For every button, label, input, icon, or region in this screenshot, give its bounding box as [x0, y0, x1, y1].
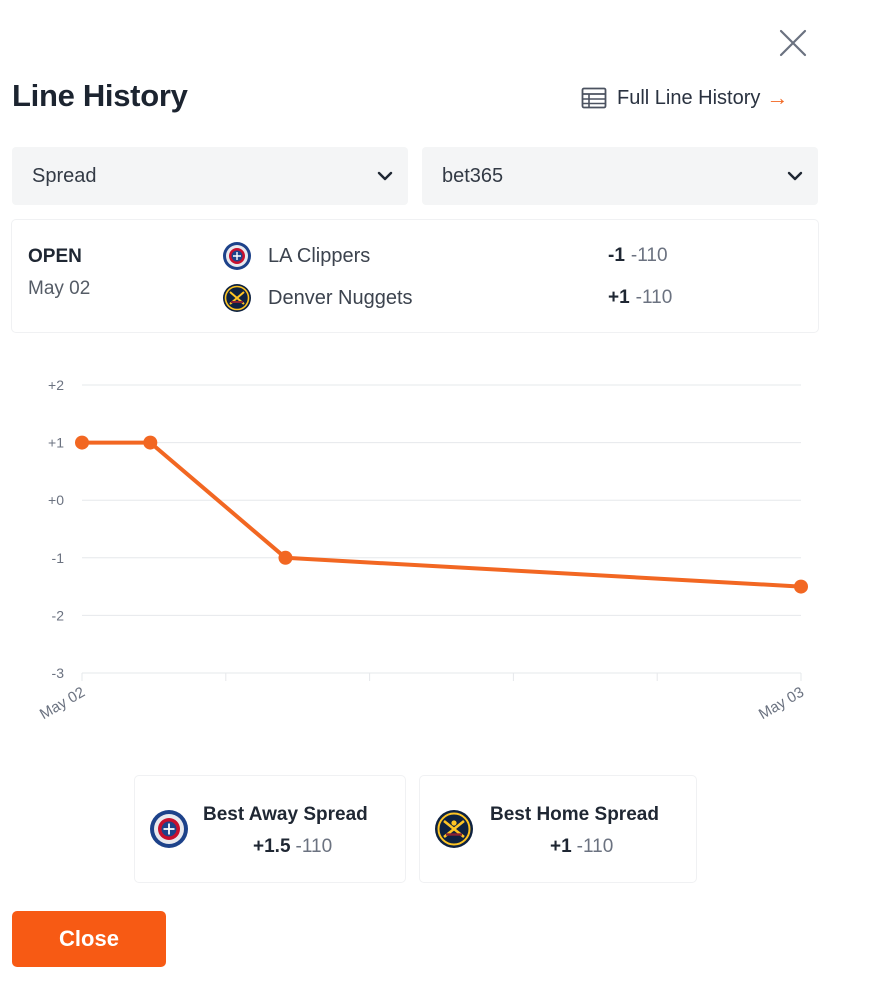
team-name: Denver Nuggets: [268, 286, 413, 309]
open-label: OPEN: [28, 246, 82, 267]
close-button[interactable]: Close: [12, 911, 166, 967]
y-tick-label: +2: [48, 377, 64, 393]
home-open-line: +1: [608, 287, 630, 308]
best-home-title: Best Home Spread: [490, 804, 659, 825]
open-line-card: OPEN May 02 LA Clippers Denver Nuggets -…: [12, 220, 818, 332]
x-tick-label: May 02: [37, 684, 88, 723]
x-tick-label: May 03: [756, 684, 807, 723]
best-away-odds: +1.5 -110: [253, 836, 332, 858]
y-tick-label: -1: [52, 550, 65, 566]
y-tick-label: -2: [52, 607, 65, 623]
y-tick-label: +0: [48, 492, 64, 508]
nuggets-logo-icon: [222, 283, 252, 313]
market-select[interactable]: Spread: [12, 147, 408, 205]
clippers-logo-icon: [150, 810, 188, 848]
team-row-home: Denver Nuggets: [222, 283, 413, 313]
line-history-chart: +2 +1 +0 -1 -2 -3 May 02 May 03: [37, 377, 808, 723]
page-title: Line History: [12, 78, 188, 113]
best-home-odds: +1 -110: [550, 836, 613, 858]
y-tick-label: +1: [48, 435, 64, 451]
open-date: May 02: [28, 278, 91, 299]
full-line-history-link[interactable]: Full Line History →: [581, 85, 788, 111]
best-away-line: +1.5: [253, 836, 291, 857]
best-home-line: +1: [550, 836, 572, 857]
chevron-down-icon: [377, 171, 393, 181]
away-open-price: -110: [630, 245, 668, 266]
away-open-line: -1: [608, 245, 625, 266]
chevron-down-icon: [787, 171, 803, 181]
home-open-price: -110: [635, 287, 673, 308]
team-name: LA Clippers: [268, 244, 371, 267]
best-away-price: -110: [295, 836, 333, 857]
arrow-right-icon: →: [766, 85, 789, 110]
data-point: [143, 435, 158, 450]
data-point: [794, 579, 808, 594]
nuggets-logo-icon: [435, 810, 473, 848]
home-open-odds: +1 -110: [608, 287, 672, 309]
data-point: [75, 435, 89, 450]
team-row-away: LA Clippers: [222, 241, 370, 271]
best-home-spread-card[interactable]: Best Home Spread +1 -110: [420, 776, 696, 882]
data-point: [278, 550, 293, 565]
sportsbook-select[interactable]: bet365: [422, 147, 818, 205]
full-line-history-label: Full Line History: [617, 86, 761, 109]
series-line: [80, 440, 803, 589]
table-icon: [581, 86, 607, 110]
sportsbook-select-value: bet365: [442, 164, 504, 187]
best-away-title: Best Away Spread: [203, 804, 368, 825]
best-away-spread-card[interactable]: Best Away Spread +1.5 -110: [135, 776, 405, 882]
y-tick-label: -3: [52, 665, 65, 681]
best-home-price: -110: [576, 836, 614, 857]
close-icon[interactable]: [776, 26, 810, 60]
away-open-odds: -1 -110: [608, 245, 668, 267]
market-select-value: Spread: [32, 164, 97, 187]
clippers-logo-icon: [222, 241, 252, 271]
